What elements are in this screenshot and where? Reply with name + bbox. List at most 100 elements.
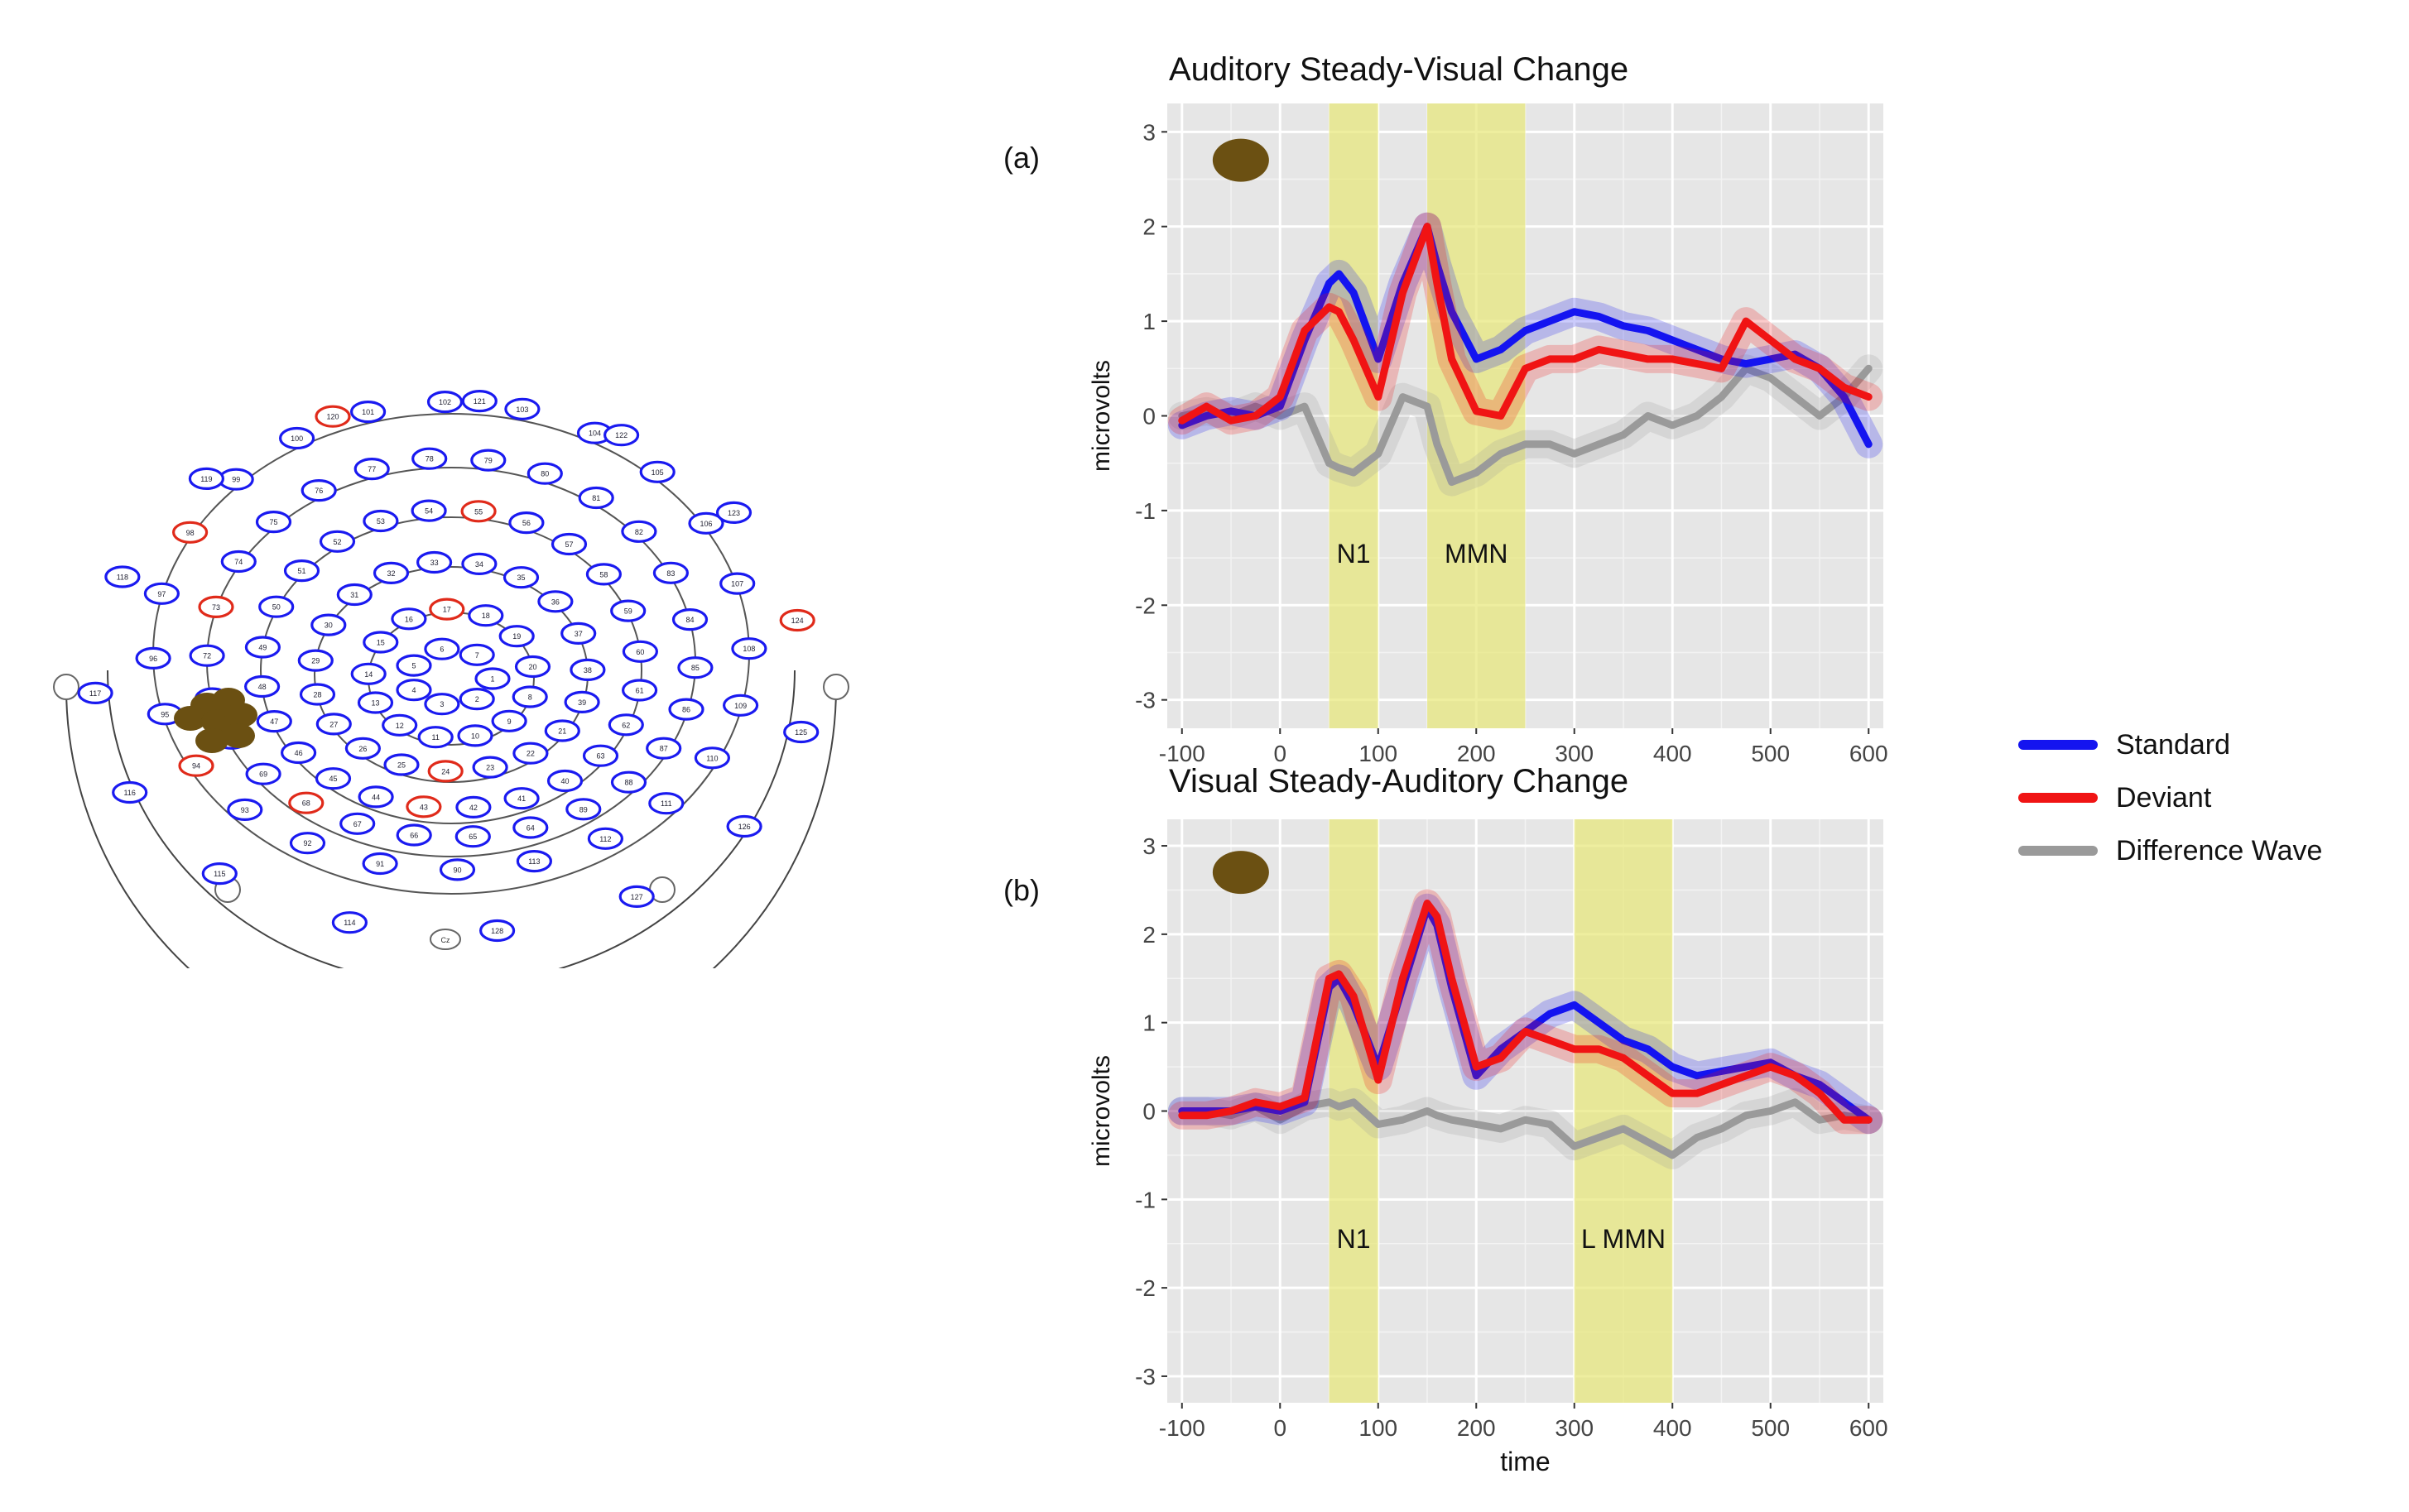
data-point-deviant bbox=[1866, 1117, 1871, 1122]
electrode-label: 5 bbox=[411, 662, 416, 670]
electrode-ring bbox=[188, 467, 224, 490]
electrode: 65 bbox=[454, 825, 491, 848]
electrode: 9 bbox=[491, 709, 527, 732]
data-point-standard bbox=[1842, 1100, 1847, 1105]
electrode-label: 47 bbox=[270, 718, 278, 726]
x-tick-label: 400 bbox=[1653, 741, 1692, 766]
stimulus-marker bbox=[1212, 851, 1269, 895]
data-point-deviant bbox=[1400, 290, 1405, 295]
data-point-deviant bbox=[1572, 1047, 1577, 1052]
x-tick-label: 0 bbox=[1273, 1415, 1286, 1441]
electrode-label: 58 bbox=[599, 570, 608, 578]
legend-label-difference: Difference Wave bbox=[2116, 834, 2323, 866]
electrode-label: 18 bbox=[482, 612, 490, 620]
x-tick-label: 100 bbox=[1358, 1415, 1397, 1441]
electrode: 49 bbox=[244, 636, 281, 659]
electrode-label: 3 bbox=[440, 700, 444, 708]
data-point-difference bbox=[1719, 1126, 1724, 1131]
data-point-deviant bbox=[1670, 357, 1675, 362]
data-point-deviant bbox=[1646, 1073, 1651, 1078]
electrode-label: 4 bbox=[411, 686, 416, 694]
electrode-ring bbox=[411, 499, 447, 522]
electrode-ring bbox=[461, 552, 498, 575]
electrode: 48 bbox=[244, 674, 281, 698]
electrode-label: 86 bbox=[682, 706, 690, 714]
electrode-ring bbox=[416, 550, 453, 574]
electrode-ring bbox=[715, 501, 753, 524]
electrode: 22 bbox=[512, 742, 549, 765]
electrode: 86 bbox=[668, 698, 704, 721]
electrode-label: 55 bbox=[474, 507, 483, 516]
electrode-label: 111 bbox=[661, 799, 672, 808]
electrode: 84 bbox=[671, 608, 709, 631]
data-point-standard bbox=[1695, 1073, 1700, 1078]
electrode: 40 bbox=[546, 769, 584, 793]
electrode-ring bbox=[726, 814, 762, 838]
data-point-deviant bbox=[1253, 414, 1258, 418]
data-point-deviant bbox=[1670, 1091, 1675, 1096]
y-tick-label: 0 bbox=[1142, 404, 1156, 430]
electrode-label: 84 bbox=[685, 616, 694, 624]
electrode-label: 91 bbox=[376, 860, 384, 868]
legend-label-standard: Standard bbox=[2116, 728, 2230, 761]
data-point-standard bbox=[1596, 1020, 1601, 1025]
electrode-ring bbox=[362, 852, 398, 876]
electrode-ring bbox=[731, 637, 767, 660]
electrode: 73 bbox=[198, 595, 234, 618]
electrode-label: 95 bbox=[161, 710, 169, 718]
data-point-difference bbox=[1498, 1126, 1503, 1131]
data-point-deviant bbox=[1435, 281, 1440, 286]
region-electrode bbox=[222, 723, 255, 748]
data-point-deviant bbox=[1743, 319, 1748, 324]
data-point-standard bbox=[1277, 404, 1282, 409]
electrode: 32 bbox=[373, 561, 410, 584]
data-point-deviant bbox=[1695, 362, 1700, 367]
electrode: 57 bbox=[551, 532, 588, 556]
electrode-label: 45 bbox=[329, 775, 337, 783]
data-point-difference bbox=[1425, 404, 1430, 409]
electrode: 67 bbox=[339, 812, 376, 835]
electrode-ring bbox=[621, 520, 657, 543]
data-point-difference bbox=[1474, 470, 1479, 475]
electrode: 66 bbox=[396, 823, 432, 847]
data-point-difference bbox=[1866, 366, 1871, 371]
electrode-ring bbox=[472, 756, 508, 779]
electrode: 58 bbox=[585, 563, 623, 586]
electrode-ring bbox=[383, 753, 420, 776]
electrode-ring bbox=[618, 885, 655, 909]
legend-label-deviant: Deviant bbox=[2116, 781, 2212, 814]
electrode-ring bbox=[570, 658, 606, 681]
data-point-difference bbox=[1523, 1117, 1527, 1122]
electrode-ring bbox=[610, 770, 647, 794]
electrode-ring bbox=[255, 511, 292, 534]
electrode-ring bbox=[648, 792, 685, 815]
electrode-ring bbox=[585, 563, 623, 586]
electrode-label: 57 bbox=[565, 540, 573, 549]
electrode-ring bbox=[172, 521, 209, 544]
x-tick-label: -100 bbox=[1159, 1415, 1205, 1441]
data-point-deviant bbox=[1204, 404, 1209, 409]
data-point-difference bbox=[1596, 442, 1601, 447]
electrode-label: 82 bbox=[635, 528, 643, 536]
data-point-standard bbox=[1523, 329, 1527, 333]
y-tick-label: 3 bbox=[1142, 119, 1156, 145]
data-point-deviant bbox=[1817, 366, 1822, 371]
y-tick-label: 2 bbox=[1142, 922, 1156, 948]
electrode-label: 65 bbox=[469, 833, 477, 841]
electrode-label: 89 bbox=[579, 805, 588, 814]
data-point-difference bbox=[1450, 1117, 1455, 1122]
x-tick-label: 600 bbox=[1849, 1415, 1888, 1441]
electrode-ring bbox=[189, 644, 225, 667]
electrode-ring bbox=[339, 812, 376, 835]
electrode: 4 bbox=[396, 679, 432, 702]
electrode: 6 bbox=[424, 637, 460, 660]
electrode-label: 36 bbox=[551, 598, 560, 606]
electrode-ring bbox=[459, 688, 495, 711]
analysis-window bbox=[1427, 103, 1526, 728]
data-point-difference bbox=[1792, 395, 1797, 400]
electrode: 94 bbox=[178, 754, 214, 777]
data-point-standard bbox=[1474, 357, 1479, 362]
electrode: 41 bbox=[503, 787, 540, 810]
electrode-ring bbox=[135, 646, 171, 670]
electrode-label: 124 bbox=[791, 617, 804, 625]
